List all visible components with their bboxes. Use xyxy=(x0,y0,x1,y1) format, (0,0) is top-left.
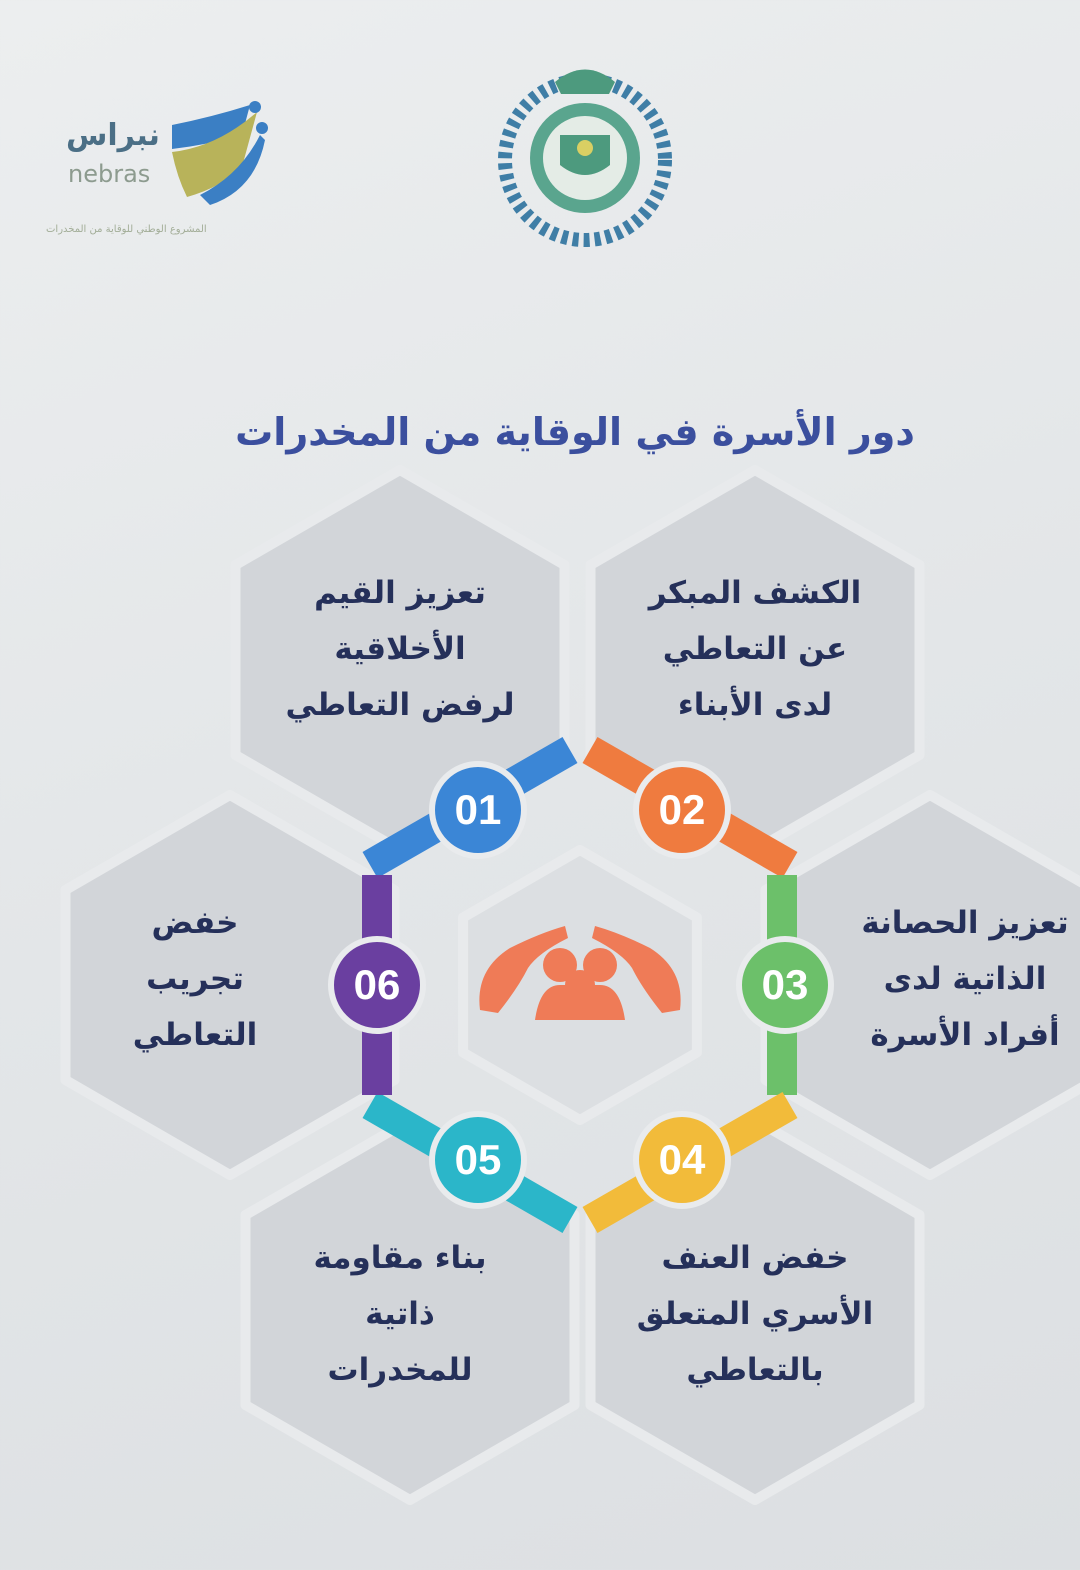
badge-number: 02 xyxy=(658,786,706,833)
item-line: لدى الأبناء xyxy=(677,687,833,723)
item-line: خفض العنف xyxy=(661,1240,849,1276)
item-text-05: بناء مقاومة ذاتية للمخدرات xyxy=(250,1230,550,1398)
number-badge-01 xyxy=(429,761,527,859)
nebras-logo-subtitle: المشروع الوطني للوقاية من المخدرات xyxy=(46,224,207,235)
badge-number: 05 xyxy=(454,1136,502,1183)
item-line: ذاتية xyxy=(365,1296,435,1332)
number-badge-03 xyxy=(736,936,834,1034)
badge-number: 01 xyxy=(454,786,502,833)
item-line: الأخلاقية xyxy=(334,631,466,667)
item-line: الكشف المبكر xyxy=(648,575,862,611)
hexagon-5 xyxy=(240,1115,580,1505)
item-text-04: خفض العنف الأسري المتعلق بالتعاطي xyxy=(605,1230,905,1398)
hexagon-3 xyxy=(760,790,1080,1180)
number-badge-05 xyxy=(429,1111,527,1209)
page-title: دور الأسرة في الوقاية من المخدرات xyxy=(235,410,915,454)
item-line: خفض xyxy=(151,905,239,941)
badge-number: 03 xyxy=(761,961,809,1008)
item-text-03: تعزيز الحصانة الذاتية لدى أفراد الأسرة xyxy=(815,895,1080,1063)
item-line: تعزيز القيم xyxy=(314,575,486,611)
item-line: بناء مقاومة xyxy=(313,1240,487,1276)
item-line: للمخدرات xyxy=(327,1352,473,1388)
item-text-06: خفض تجريب التعاطي xyxy=(45,895,345,1063)
item-line: أفراد الأسرة xyxy=(870,1017,1060,1053)
number-badge-06 xyxy=(328,936,426,1034)
item-line: لرفض التعاطي xyxy=(285,687,515,723)
item-line: عن التعاطي xyxy=(662,631,848,667)
emblem-seal xyxy=(498,69,672,247)
badge-number: 04 xyxy=(658,1136,706,1183)
item-line: بالتعاطي xyxy=(686,1352,824,1388)
nebras-logo-english: nebras xyxy=(68,160,151,188)
item-text-02: الكشف المبكر عن التعاطي لدى الأبناء xyxy=(605,565,905,733)
item-line: تجريب xyxy=(146,961,244,997)
item-line: الذاتية لدى xyxy=(883,961,1047,997)
hexagon-6 xyxy=(60,790,400,1180)
number-badge-02 xyxy=(633,761,731,859)
nebras-logo-arabic: نبراس xyxy=(66,118,160,153)
item-text-01: تعزيز القيم الأخلاقية لرفض التعاطي xyxy=(250,565,550,733)
hands-protecting-family-icon xyxy=(479,926,681,1020)
item-line: تعزيز الحصانة xyxy=(861,905,1069,941)
nebras-logo-mark xyxy=(172,101,268,205)
badge-number: 06 xyxy=(353,961,401,1008)
number-badge-04 xyxy=(633,1111,731,1209)
item-line: التعاطي xyxy=(132,1017,258,1053)
item-line: الأسري المتعلق xyxy=(636,1296,874,1332)
